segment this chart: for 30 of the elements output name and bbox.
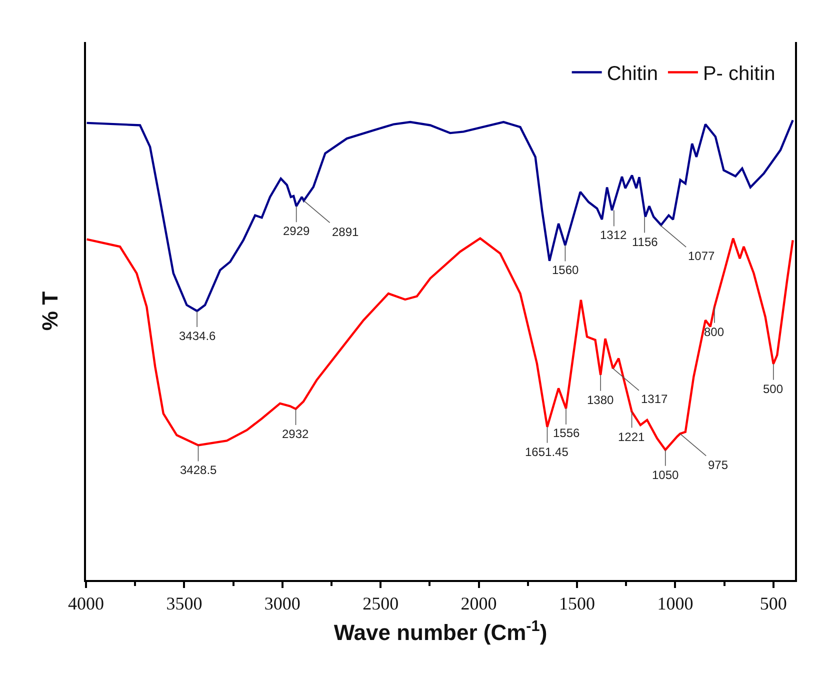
annotation: 1317 bbox=[641, 392, 668, 406]
annotation: 1560 bbox=[552, 263, 580, 277]
x-tick-label: 4000 bbox=[68, 594, 104, 614]
annotation: 975 bbox=[708, 458, 728, 472]
annotation: 2929 bbox=[283, 224, 310, 238]
annotation: 1380 bbox=[587, 393, 614, 407]
y-axis-title: % T bbox=[37, 290, 62, 331]
annotation: 1077 bbox=[688, 249, 716, 263]
x-tick-label: 1000 bbox=[657, 594, 694, 614]
annotation: 1221 bbox=[618, 430, 646, 444]
annotation: 3428.5 bbox=[180, 463, 218, 477]
annotation: 800 bbox=[704, 325, 724, 339]
x-tick-label: 3500 bbox=[166, 594, 202, 614]
annotation: 3434.6 bbox=[179, 329, 216, 343]
legend-label: P- chitin bbox=[702, 63, 776, 86]
annotation: 2891 bbox=[332, 225, 360, 239]
annotation: 500 bbox=[763, 382, 784, 396]
x-tick-label: 500 bbox=[760, 594, 787, 614]
x-tick-label: 2000 bbox=[460, 594, 497, 614]
x-tick-label: 2500 bbox=[362, 594, 399, 614]
annotation: 2932 bbox=[282, 427, 310, 441]
x-tick-label: 1500 bbox=[559, 594, 595, 614]
annotation: 1651.45 bbox=[525, 445, 569, 459]
legend-label: Chitin bbox=[606, 63, 658, 86]
annotation: 1556 bbox=[553, 426, 580, 440]
annotation: 1050 bbox=[652, 468, 680, 482]
x-axis-title: Wave number (Cm$^{-1}$) bbox=[334, 618, 548, 645]
annotation: 1312 bbox=[600, 228, 628, 242]
annotation: 1156 bbox=[632, 235, 658, 249]
x-tick-label: 3000 bbox=[264, 594, 300, 614]
